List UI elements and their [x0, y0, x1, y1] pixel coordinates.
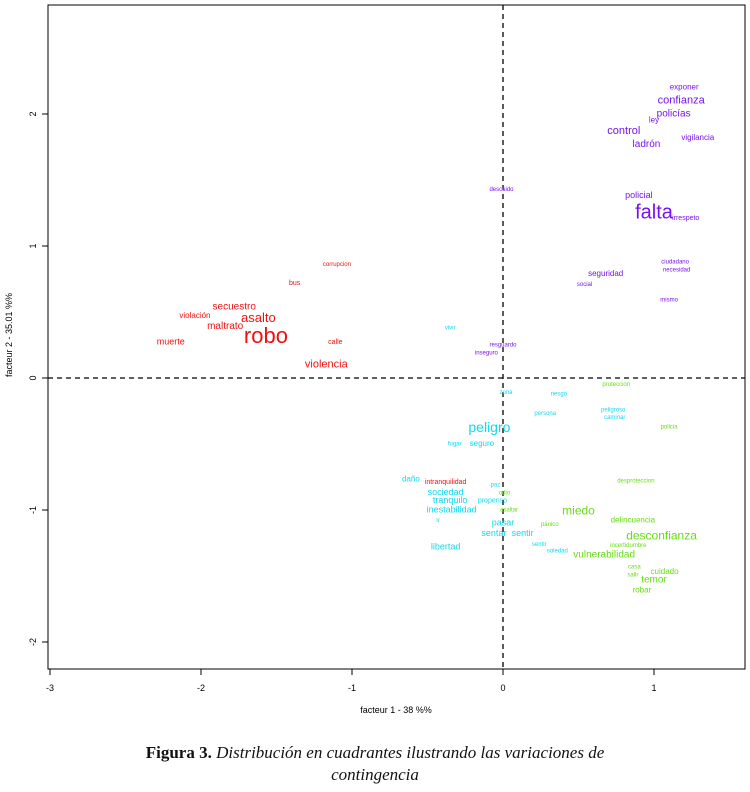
word-point-purple: exponer	[670, 83, 699, 92]
word-point-green: asaltar	[500, 508, 518, 514]
word-point-purple: policial	[625, 190, 653, 200]
word-point-red: secuestro	[213, 301, 257, 312]
x-tick-label: -1	[348, 683, 356, 693]
word-point-cyan: caminar	[604, 415, 625, 421]
word-point-purple: seguridad	[588, 269, 623, 278]
word-point-cyan: fugar	[448, 442, 462, 448]
word-point-purple: falta	[635, 201, 674, 223]
word-point-purple: ladrón	[633, 139, 661, 150]
word-point-purple: descuido	[489, 187, 514, 193]
word-point-green: proteccion	[602, 382, 630, 388]
word-point-red: violencia	[305, 359, 349, 371]
word-point-cyan: riesgo	[551, 391, 568, 397]
word-point-green: pánico	[541, 522, 559, 528]
word-point-green: casa	[628, 564, 641, 570]
word-point-purple: inseguro	[475, 350, 499, 356]
y-tick-label: -1	[28, 506, 38, 514]
word-point-cyan: paz	[491, 482, 501, 488]
word-point-red: calle	[328, 339, 343, 346]
x-axis-label: facteur 1 - 38 %%	[360, 705, 432, 715]
word-point-purple: irrespeto	[672, 215, 699, 222]
word-point-cyan: vivir	[445, 325, 456, 331]
word-point-cyan: peligroso	[601, 407, 626, 413]
word-point-cyan: libertad	[431, 541, 461, 551]
word-point-cyan: soledad	[547, 548, 568, 554]
word-point-red: maltrato	[207, 321, 244, 332]
word-point-purple: social	[577, 282, 592, 288]
word-point-cyan: sentir	[512, 528, 534, 538]
word-point-purple: ciudadano	[661, 259, 689, 265]
word-point-green: odio	[499, 490, 511, 496]
word-point-purple: policías	[657, 109, 691, 120]
axes: -3 -2 -1 0 1 -2 -1 0 1 2	[28, 5, 745, 693]
word-point-cyan: sentir	[532, 542, 547, 548]
word-point-cyan: ir	[436, 518, 439, 524]
word-point-purple: control	[607, 125, 640, 137]
word-point-green: miedo	[562, 503, 595, 517]
word-point-green: temor	[641, 575, 667, 586]
figure-caption: Figura 3. Distribución en cuadrantes ilu…	[0, 742, 750, 786]
y-tick-label: -2	[28, 638, 38, 646]
word-point-red: intranquilidad	[425, 479, 467, 486]
word-point-green: salir	[627, 572, 638, 578]
word-point-green: robar	[633, 586, 652, 595]
word-point-green: cuidado	[651, 567, 680, 576]
word-point-cyan: tranquilo	[433, 495, 468, 505]
word-point-green: desproteccion	[617, 479, 654, 485]
word-point-cyan: sentar	[481, 528, 506, 538]
y-tick-label: 2	[28, 111, 38, 116]
word-point-red: robo	[244, 323, 288, 348]
word-point-cyan: daño	[402, 475, 420, 484]
caption-text-line2: contingencia	[331, 765, 419, 784]
x-tick-label: -3	[46, 683, 54, 693]
y-tick-label: 1	[28, 243, 38, 248]
word-point-green: policia	[661, 424, 679, 430]
word-point-purple: mismo	[660, 298, 678, 304]
y-tick-label: 0	[28, 375, 38, 380]
word-point-cyan: peligro	[468, 419, 510, 435]
word-point-purple: resguardo	[489, 343, 517, 349]
word-point-green: incertidumbre	[610, 543, 647, 549]
word-point-red: asalto	[241, 310, 276, 325]
word-point-purple: confianza	[658, 95, 706, 107]
word-point-red: muerte	[157, 337, 185, 347]
word-point-red: bus	[289, 280, 301, 287]
word-point-red: violación	[179, 311, 210, 320]
word-point-purple: vigilancia	[681, 133, 714, 142]
word-point-red: corrupcion	[323, 262, 351, 268]
x-tick-label: 0	[500, 683, 505, 693]
caption-text-line1: Distribución en cuadrantes ilustrando la…	[216, 743, 605, 762]
word-point-cyan: sociedad	[428, 487, 464, 497]
word-point-green: desconfianza	[626, 529, 697, 543]
x-tick-label: 1	[651, 683, 656, 693]
word-point-green: delincuencia	[611, 516, 656, 525]
word-point-cyan: pasar	[492, 518, 515, 528]
caption-label: Figura 3.	[145, 743, 212, 762]
word-point-purple: necesidad	[663, 267, 690, 273]
word-point-cyan: propenso	[478, 498, 507, 505]
word-point-cyan: inestabilidad	[427, 504, 477, 514]
plot-frame	[47, 4, 746, 670]
x-tick-label: -2	[197, 683, 205, 693]
word-point-cyan: seguro	[470, 439, 495, 448]
word-point-purple: ley	[649, 116, 659, 125]
y-axis-label: facteur 2 - 35.01 %%	[4, 293, 14, 377]
word-point-cyan: zona	[500, 390, 514, 396]
word-point-cyan: persona	[534, 411, 556, 417]
word-point-green: vulnerabilidad	[573, 550, 635, 561]
